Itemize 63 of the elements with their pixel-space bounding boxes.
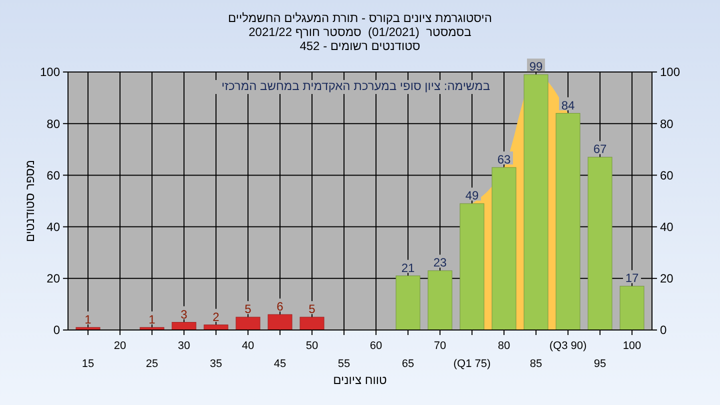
bar <box>556 113 580 330</box>
y-tick-label: 20 <box>46 272 60 286</box>
bar <box>492 167 516 330</box>
x-tick-label: 25 <box>146 358 158 370</box>
y2-tick-label: 80 <box>660 116 674 131</box>
y2-tick-label: 20 <box>660 272 674 286</box>
chart-title: היסטוגרמת ציונים בקורס - תורת המעגלים החשמליים <box>228 11 492 25</box>
x-tick-label: (Q3 90) <box>549 340 587 352</box>
bar <box>268 314 292 330</box>
bar <box>588 156 612 330</box>
data-label: 63 <box>497 152 511 166</box>
data-label: 99 <box>529 60 543 74</box>
x-tick-label: 65 <box>402 358 414 370</box>
bar <box>172 322 196 330</box>
data-label: 21 <box>401 260 415 275</box>
bar <box>396 276 420 330</box>
x-tick-label: 95 <box>594 358 606 370</box>
data-label: 17 <box>625 271 639 286</box>
data-label: 5 <box>244 302 252 316</box>
x-tick-label: 15 <box>82 358 94 370</box>
chart-subtitle: בסמסטר (01/2021) סמסטר חורף 2021/22 סטודנטים רשומים - 452 <box>248 25 472 53</box>
y-tick-label: 40 <box>46 220 60 234</box>
y-tick-label: 0 <box>53 323 60 338</box>
annotation: במשימה: ציון סופי במערכת האקדמית במחשב המרכזי <box>221 79 490 93</box>
x-axis-title: טווח ציונים <box>333 373 388 387</box>
data-label: 5 <box>308 302 316 316</box>
data-label: 84 <box>561 98 575 112</box>
data-label: 49 <box>465 188 479 203</box>
bar <box>236 316 260 330</box>
x-tick-label: 20 <box>114 340 126 352</box>
x-tick-label: (Q1 75) <box>453 358 491 370</box>
x-tick-label: 80 <box>498 340 510 352</box>
y2-tick-label: 60 <box>660 168 674 182</box>
data-label: 67 <box>593 142 607 156</box>
data-label: 1 <box>148 312 156 326</box>
data-label: 2 <box>212 310 220 324</box>
data-label: 23 <box>433 256 447 270</box>
y2-tick-label: 40 <box>660 220 674 234</box>
x-tick-label: 50 <box>306 340 318 352</box>
data-label: 1 <box>84 312 92 326</box>
y-tick-label: 100 <box>40 65 60 80</box>
bar <box>204 324 228 330</box>
x-tick-label: 45 <box>274 358 286 370</box>
y2-tick-label: 100 <box>660 65 680 80</box>
y2-tick-label: 0 <box>660 323 667 338</box>
bar <box>460 203 484 330</box>
x-tick-label: 35 <box>210 358 222 370</box>
y-tick-label: 60 <box>46 168 60 182</box>
data-label: 6 <box>276 300 284 314</box>
x-tick-label: 40 <box>242 340 254 352</box>
x-tick-label: 85 <box>530 358 542 370</box>
y-axis-title: מספר סטודנטים <box>23 160 37 242</box>
x-tick-label: 55 <box>338 358 350 370</box>
bar <box>620 286 644 330</box>
bar <box>524 74 548 330</box>
bar <box>300 316 324 330</box>
x-tick-label: 100 <box>622 340 642 352</box>
x-tick-label: 60 <box>370 340 382 352</box>
x-tick-label: 30 <box>178 340 190 352</box>
y-tick-label: 80 <box>46 116 60 131</box>
data-label: 3 <box>180 307 188 322</box>
bar <box>428 270 452 330</box>
x-tick-label: 70 <box>434 340 446 352</box>
